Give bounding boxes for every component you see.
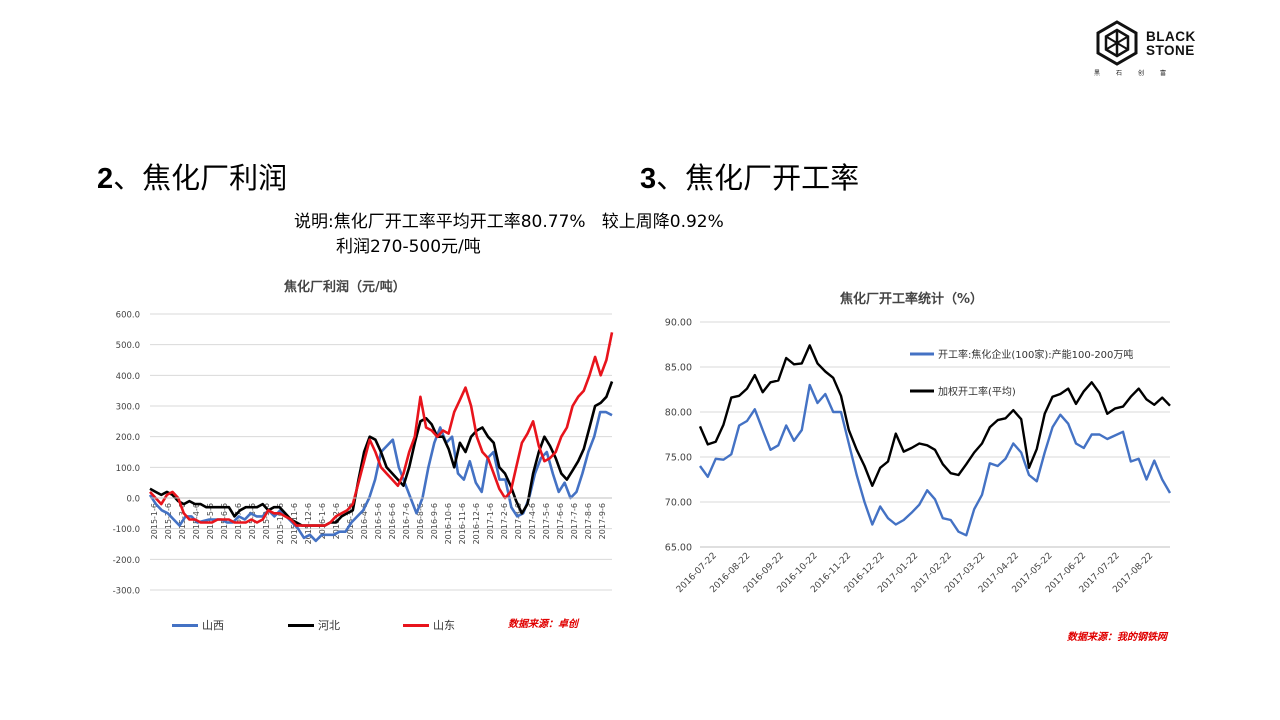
logo-wordmark: BLACK STONE xyxy=(1146,30,1196,58)
x-tick-label: 2017-7-6 xyxy=(570,503,579,539)
x-tick-label: 2016-12-6 xyxy=(472,503,481,544)
section-title-operating-rate: 3、焦化厂开工率 xyxy=(640,155,859,197)
logo-line2: STONE xyxy=(1146,43,1195,58)
note-line-1: 说明:焦化厂开工率平均开工率80.77% 较上周降0.92% xyxy=(294,212,724,232)
legend-label: 河北 xyxy=(318,619,340,632)
y-tick-label: 600.0 xyxy=(116,311,140,321)
legend-label: 加权开工率(平均) xyxy=(938,385,1016,398)
legend-swatch xyxy=(288,623,314,627)
x-tick-label: 2017-2-6 xyxy=(500,503,509,539)
chart2-title: 焦化厂开工率统计（%） xyxy=(840,292,984,307)
legend-swatch xyxy=(172,623,198,627)
y-tick-label: 0.0 xyxy=(126,495,140,505)
y-tick-label: 70.00 xyxy=(665,498,692,509)
operating-rate-line-chart: 90.0085.0080.0075.0070.0065.002016-07-22… xyxy=(665,318,1172,595)
x-tick-label: 2016-8-6 xyxy=(416,503,425,539)
section-title-text: 、焦化厂利润 xyxy=(113,161,288,195)
x-tick-label: 2017-3-6 xyxy=(514,503,523,539)
section-title-profit: 2、焦化厂利润 xyxy=(97,155,287,197)
y-tick-label: 80.00 xyxy=(665,408,692,419)
section-title-text: 、焦化厂开工率 xyxy=(656,161,860,195)
x-tick-label: 2016-10-6 xyxy=(444,503,453,544)
y-tick-label: 300.0 xyxy=(116,403,140,413)
y-tick-label: 75.00 xyxy=(665,453,692,464)
x-tick-label: 2017-6-6 xyxy=(556,503,565,539)
y-tick-label: 100.0 xyxy=(116,464,140,474)
legend-label: 开工率:焦化企业(100家):产能100-200万吨 xyxy=(938,348,1133,361)
y-tick-label: 90.00 xyxy=(665,318,692,329)
x-tick-label: 2016-7-6 xyxy=(402,503,411,539)
y-tick-label: -100.0 xyxy=(113,525,140,535)
y-tick-label: 200.0 xyxy=(116,433,140,443)
legend-swatch xyxy=(403,623,429,627)
legend-label: 山东 xyxy=(433,619,455,632)
legend-item-hebei: 河北 xyxy=(288,617,340,633)
x-tick-label: 2015-5-6 xyxy=(206,503,215,539)
x-tick-label: 2015-1-6 xyxy=(150,503,159,539)
logo-line1: BLACK xyxy=(1146,29,1196,44)
logo-hexagon-icon xyxy=(1096,20,1138,66)
series-line-hebei xyxy=(149,381,614,527)
x-tick-label: 2016-9-6 xyxy=(430,503,439,539)
chart1-title: 焦化厂利润（元/吨） xyxy=(284,280,406,295)
y-tick-label: 400.0 xyxy=(116,372,140,382)
x-tick-label: 2016-1-6 xyxy=(318,503,327,539)
x-tick-label: 2016-3-6 xyxy=(346,503,355,539)
y-tick-label: 85.00 xyxy=(665,363,692,374)
x-tick-label: 2016-4-6 xyxy=(360,503,369,539)
y-tick-label: 500.0 xyxy=(116,341,140,351)
x-tick-label: 2015-9-6 xyxy=(262,503,271,539)
data-source-label: 数据来源：我的钢铁网 xyxy=(1067,632,1167,643)
series-line-shandong xyxy=(149,332,614,527)
x-tick-label: 2017-5-6 xyxy=(542,503,551,539)
x-tick-label: 2015-2-6 xyxy=(164,503,173,539)
note-line-2: 利润270-500元/吨 xyxy=(336,237,481,257)
y-tick-label: -200.0 xyxy=(113,556,140,566)
x-tick-label: 2016-5-6 xyxy=(374,503,383,539)
series-line-blue xyxy=(699,383,1172,537)
section-number: 2 xyxy=(97,163,114,195)
data-source-label: 数据来源：卓创 xyxy=(508,619,578,630)
x-tick-label: 2016-6-6 xyxy=(388,503,397,539)
section-number: 3 xyxy=(640,163,657,195)
y-tick-label: -300.0 xyxy=(113,587,140,597)
x-tick-label: 2015-12-6 xyxy=(304,503,313,544)
profit-line-chart: 600.0 500.0 400.0 300.0 200.0 100.0 0.0 -100.0 -… xyxy=(113,311,614,597)
legend-label: 山西 xyxy=(202,619,224,632)
x-tick-label: 2016-11-6 xyxy=(458,503,467,544)
x-tick-label: 2015-7-6 xyxy=(234,503,243,539)
x-tick-label: 2015-10-6 xyxy=(276,503,285,544)
series-line-black xyxy=(698,344,1171,487)
y-tick-label: 65.00 xyxy=(665,543,692,554)
legend-item-shandong: 山东 xyxy=(403,617,455,633)
logo-subtitle: 黑石创富 xyxy=(1094,70,1183,77)
x-tick-label: 2017-8-6 xyxy=(584,503,593,539)
blackstone-logo: BLACK STONE 黑石创富 xyxy=(1094,18,1224,78)
x-tick-label: 2017-1-6 xyxy=(486,503,495,539)
legend-item-shanxi: 山西 xyxy=(172,617,224,633)
x-tick-label: 2017-4-6 xyxy=(528,503,537,539)
x-tick-label: 2017-9-6 xyxy=(598,503,607,539)
